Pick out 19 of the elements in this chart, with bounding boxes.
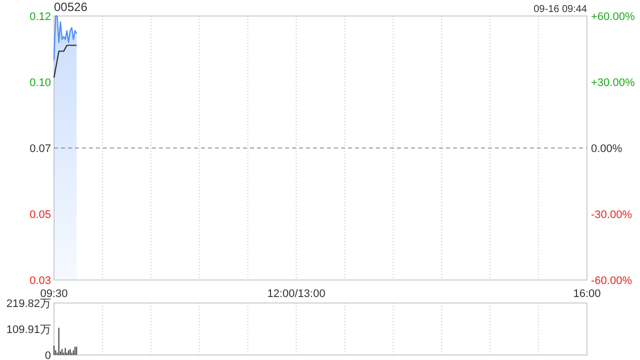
y2-tick-label: +30.00%: [591, 77, 635, 89]
y-tick-label: 0.10: [30, 77, 51, 89]
y-tick-label: 0.05: [30, 209, 51, 221]
y-tick-label: 109.91万: [6, 324, 51, 336]
x-tick-label: 12:00/13:00: [267, 288, 326, 300]
line-series: [53, 44, 78, 78]
y-tick-label: 0.03: [30, 275, 51, 287]
chart-title: 00526: [54, 0, 88, 14]
y2-tick-label: -60.00%: [591, 275, 632, 287]
x-tick-label: 16:00: [573, 288, 601, 300]
x-tick-label: 09:30: [40, 288, 68, 300]
y2-tick-label: 0.00%: [591, 143, 622, 155]
y2-tick-label: +60.00%: [591, 11, 635, 23]
y2-tick-label: -30.00%: [591, 209, 632, 221]
y-tick-label: 219.82万: [6, 298, 51, 310]
y-tick-label: 0.12: [30, 11, 51, 23]
text: 09-16 09:44: [534, 4, 588, 15]
y-tick-label: 0.07: [30, 143, 51, 155]
y-tick-label: 0: [44, 350, 51, 360]
